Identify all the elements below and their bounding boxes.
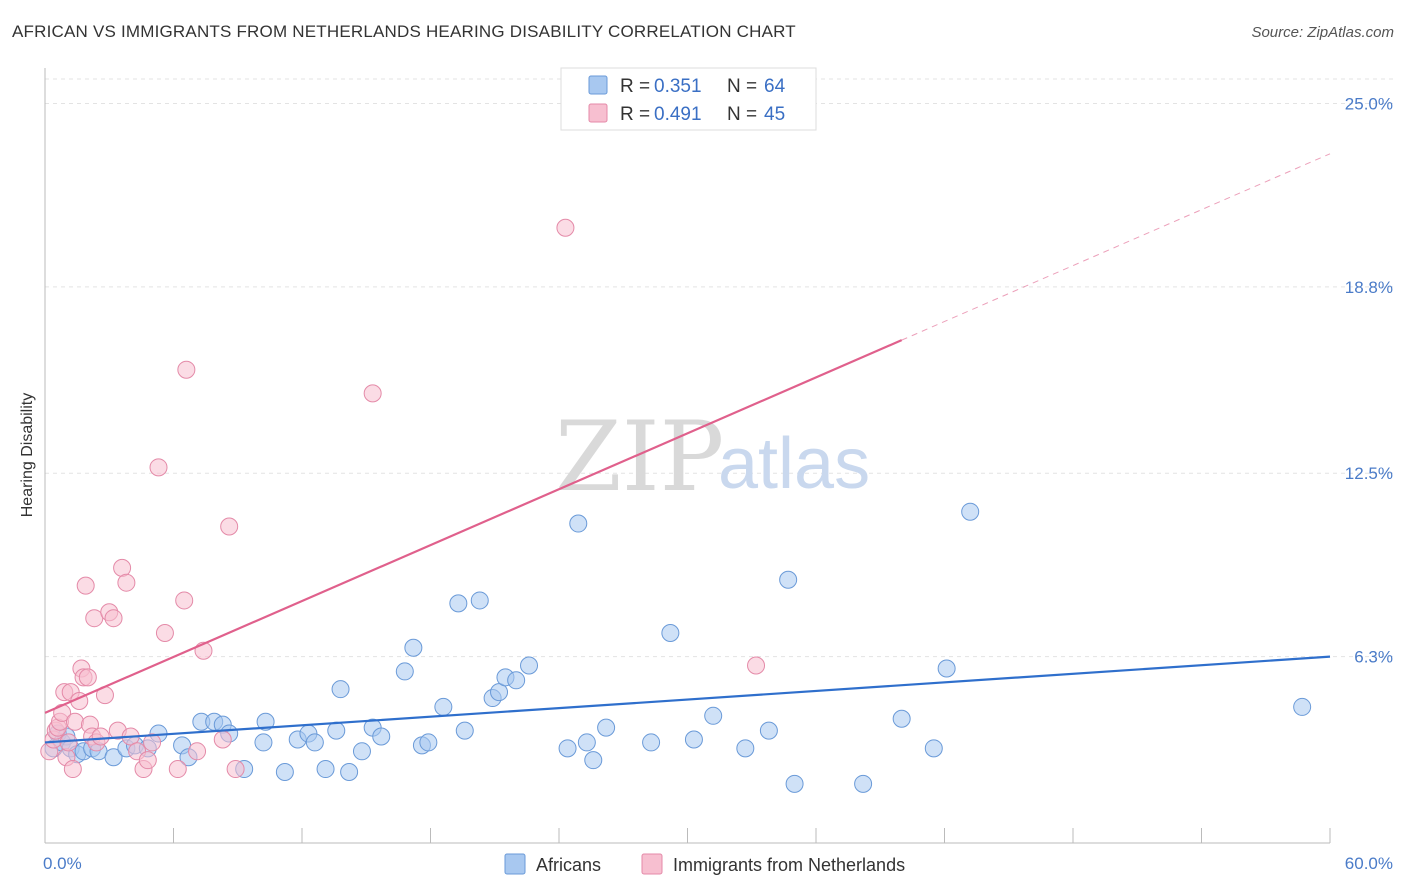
point-netherlands [78, 668, 97, 687]
point-africans [1293, 697, 1312, 716]
watermark-zip: ZIP [555, 401, 724, 513]
point-africans [352, 742, 371, 761]
point-netherlands [213, 730, 232, 749]
point-netherlands [91, 727, 110, 746]
point-netherlands [138, 751, 157, 770]
point-africans [684, 730, 703, 749]
legend-swatch-netherlands [588, 103, 608, 123]
point-africans [785, 774, 804, 793]
point-africans [254, 733, 273, 752]
point-africans [558, 739, 577, 758]
legend-n-label: N = [727, 76, 757, 97]
point-netherlands [85, 609, 104, 628]
point-africans [577, 733, 596, 752]
point-africans [854, 774, 873, 793]
bottom-legend-swatch-africans [504, 853, 526, 875]
point-africans [507, 671, 526, 690]
axes [44, 68, 1331, 844]
point-netherlands [188, 742, 207, 761]
point-netherlands [117, 573, 136, 592]
point-africans [470, 591, 489, 610]
x-tick-label: 60.0% [1345, 854, 1393, 873]
point-africans [404, 638, 423, 657]
bottom-legend-label-netherlands: Immigrants from Netherlands [673, 855, 905, 875]
point-africans [597, 718, 616, 737]
legend-r-value: 0.491 [654, 104, 702, 125]
trend-line-africans [44, 655, 1331, 744]
point-africans [327, 721, 346, 740]
point-africans [520, 656, 539, 675]
legend-n-label: N = [727, 104, 757, 125]
watermark-atlas: atlas [718, 424, 870, 504]
point-africans [372, 727, 391, 746]
legend-swatch-africans [588, 75, 608, 95]
x-tick-label: 0.0% [43, 854, 82, 873]
point-netherlands [63, 760, 82, 779]
point-netherlands [65, 712, 84, 731]
point-netherlands [220, 517, 239, 536]
point-africans [759, 721, 778, 740]
point-africans [584, 751, 603, 770]
legend-n-value: 64 [764, 76, 786, 97]
data-points [40, 218, 1312, 793]
y-tick-label: 6.3% [1354, 648, 1393, 667]
y-tick-label: 18.8% [1345, 278, 1393, 297]
point-africans [256, 712, 275, 731]
point-netherlands [155, 623, 174, 642]
point-africans [316, 760, 335, 779]
point-africans [455, 721, 474, 740]
point-africans [892, 709, 911, 728]
point-netherlands [59, 733, 78, 752]
point-netherlands [226, 760, 245, 779]
bottom-legend: Africans Immigrants from Netherlands [504, 853, 905, 875]
point-africans [419, 733, 438, 752]
legend-r-label: R = [620, 104, 650, 125]
point-africans [779, 570, 798, 589]
legend-r-value: 0.351 [654, 76, 702, 97]
point-africans [305, 733, 324, 752]
legend-n-value: 45 [764, 104, 785, 125]
point-africans [704, 706, 723, 725]
point-netherlands [177, 360, 196, 379]
source-label: Source: ZipAtlas.com [1251, 24, 1394, 41]
point-netherlands [175, 591, 194, 610]
trend-lines [44, 153, 1331, 744]
point-africans [340, 763, 359, 782]
point-africans [104, 748, 123, 767]
bottom-legend-swatch-netherlands [641, 853, 663, 875]
point-netherlands [747, 656, 766, 675]
point-africans [275, 763, 294, 782]
y-tick-labels: 6.3% 12.5% 18.8% 25.0% [1345, 94, 1393, 666]
point-netherlands [143, 733, 162, 752]
point-africans [395, 662, 414, 681]
x-tick-labels: 0.0% 60.0% [43, 854, 1393, 873]
point-africans [736, 739, 755, 758]
point-africans [449, 594, 468, 613]
legend-r-label: R = [620, 76, 650, 97]
point-netherlands [104, 609, 123, 628]
chart-title: AFRICAN VS IMMIGRANTS FROM NETHERLANDS H… [12, 22, 796, 41]
point-africans [642, 733, 661, 752]
y-tick-label: 12.5% [1345, 464, 1393, 483]
point-africans [924, 739, 943, 758]
point-africans [434, 697, 453, 716]
point-africans [331, 680, 350, 699]
point-africans [569, 514, 588, 533]
point-netherlands [149, 458, 168, 477]
y-tick-label: 25.0% [1345, 94, 1393, 113]
point-africans [661, 623, 680, 642]
bottom-legend-label-africans: Africans [536, 855, 601, 875]
trend-line-netherlands [44, 339, 903, 714]
point-netherlands [168, 760, 187, 779]
point-netherlands [76, 576, 95, 595]
point-netherlands [363, 384, 382, 403]
gridlines [45, 78, 1395, 658]
point-africans [937, 659, 956, 678]
trend-line-netherlands-extension [901, 153, 1331, 341]
point-netherlands [556, 218, 575, 237]
legend: R = 0.351 N = 64 R = 0.491 N = 45 [560, 67, 817, 131]
point-africans [961, 502, 980, 521]
